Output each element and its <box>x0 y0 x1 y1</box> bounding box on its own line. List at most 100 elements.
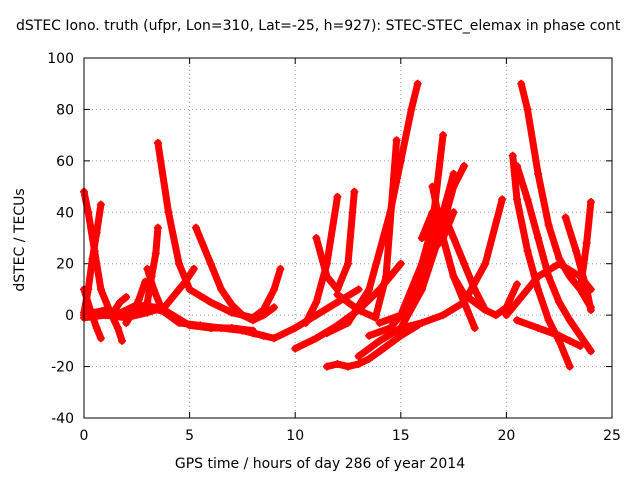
data-point <box>84 285 93 294</box>
data-point <box>113 324 122 332</box>
data-point <box>523 195 532 204</box>
data-point <box>92 228 101 237</box>
data-point <box>565 336 574 345</box>
data-point <box>417 285 426 294</box>
data-point <box>565 362 574 371</box>
data-point <box>276 264 285 273</box>
data-point <box>185 285 194 294</box>
data-point <box>227 300 236 309</box>
data-point <box>396 324 405 332</box>
data-point <box>512 195 521 204</box>
series-26 <box>428 182 521 320</box>
data-point <box>517 79 526 88</box>
data-point <box>248 316 257 325</box>
series-trace <box>302 193 341 327</box>
data-point <box>365 354 374 363</box>
y-tick-label: -20 <box>51 360 74 376</box>
data-point <box>375 336 384 345</box>
data-point <box>118 336 127 345</box>
x-tick-label: 10 <box>286 428 304 444</box>
data-point <box>333 298 342 307</box>
data-point <box>312 234 321 242</box>
data-point <box>111 311 120 320</box>
data-point <box>322 272 331 281</box>
data-point <box>175 259 184 268</box>
data-point <box>449 208 458 217</box>
data-point <box>164 208 173 217</box>
data-point <box>417 318 426 327</box>
series-trace <box>143 224 162 306</box>
data-point <box>512 298 521 307</box>
data-point <box>555 298 564 307</box>
series-7 <box>143 223 162 307</box>
data-point <box>534 234 543 242</box>
data-point <box>534 285 543 294</box>
y-tick-label: 100 <box>47 51 74 67</box>
data-point <box>206 259 215 268</box>
data-point <box>576 342 585 350</box>
y-tick-label: 60 <box>56 154 74 170</box>
data-point <box>512 280 521 289</box>
x-axis-ticks: 0 5 10 15 20 25 <box>80 58 621 444</box>
data-point <box>270 285 279 294</box>
data-point <box>586 347 595 356</box>
data-point <box>576 285 585 294</box>
data-point <box>238 326 247 335</box>
data-point <box>96 200 105 209</box>
y-tick-label: 0 <box>65 308 74 324</box>
data-point <box>439 208 448 217</box>
data-point <box>523 105 532 114</box>
series-trace <box>576 198 595 293</box>
data-point <box>396 331 405 340</box>
data-point <box>382 272 391 281</box>
data-point <box>449 272 458 281</box>
data-point <box>449 169 458 178</box>
data-point <box>301 318 310 327</box>
data-point <box>322 329 331 338</box>
data-point <box>439 311 448 320</box>
data-point <box>371 313 380 322</box>
data-point <box>508 151 517 160</box>
data-point <box>572 246 581 255</box>
data-point <box>153 303 162 312</box>
y-axis-label: dSTEC / TECUs <box>12 188 28 292</box>
data-point <box>175 318 184 327</box>
series-12 <box>191 223 279 325</box>
data-point <box>428 182 437 191</box>
data-point <box>375 318 384 327</box>
data-point <box>153 223 162 232</box>
data-point <box>534 272 543 281</box>
data-point <box>460 298 469 307</box>
data-point <box>396 259 405 268</box>
data-point <box>322 362 331 371</box>
data-point <box>151 249 160 258</box>
series-27 <box>417 208 490 314</box>
data-point <box>147 272 156 281</box>
data-point <box>502 311 511 320</box>
data-point <box>460 162 469 170</box>
y-axis-ticks: -40 -20 0 20 40 60 80 100 <box>47 51 612 427</box>
data-point <box>238 311 247 320</box>
series-19 <box>333 136 401 322</box>
data-point <box>375 347 384 356</box>
data-point <box>417 234 426 242</box>
data-point <box>354 306 363 314</box>
data-point <box>270 303 279 312</box>
data-point <box>248 329 257 338</box>
series-34 <box>576 198 595 294</box>
y-tick-label: 40 <box>56 205 74 221</box>
data-point <box>217 285 226 294</box>
data-point <box>392 136 401 145</box>
data-point <box>217 324 226 332</box>
data-point <box>354 352 363 361</box>
data-point <box>439 131 448 140</box>
data-point <box>115 298 124 307</box>
data-point <box>561 213 570 222</box>
data-point <box>344 318 352 327</box>
data-point <box>396 311 405 320</box>
data-point <box>153 138 162 147</box>
data-point <box>470 285 479 294</box>
x-axis-label: GPS time / hours of day 286 of year 2014 <box>174 456 466 472</box>
data-point <box>291 324 300 332</box>
data-point <box>333 290 342 299</box>
